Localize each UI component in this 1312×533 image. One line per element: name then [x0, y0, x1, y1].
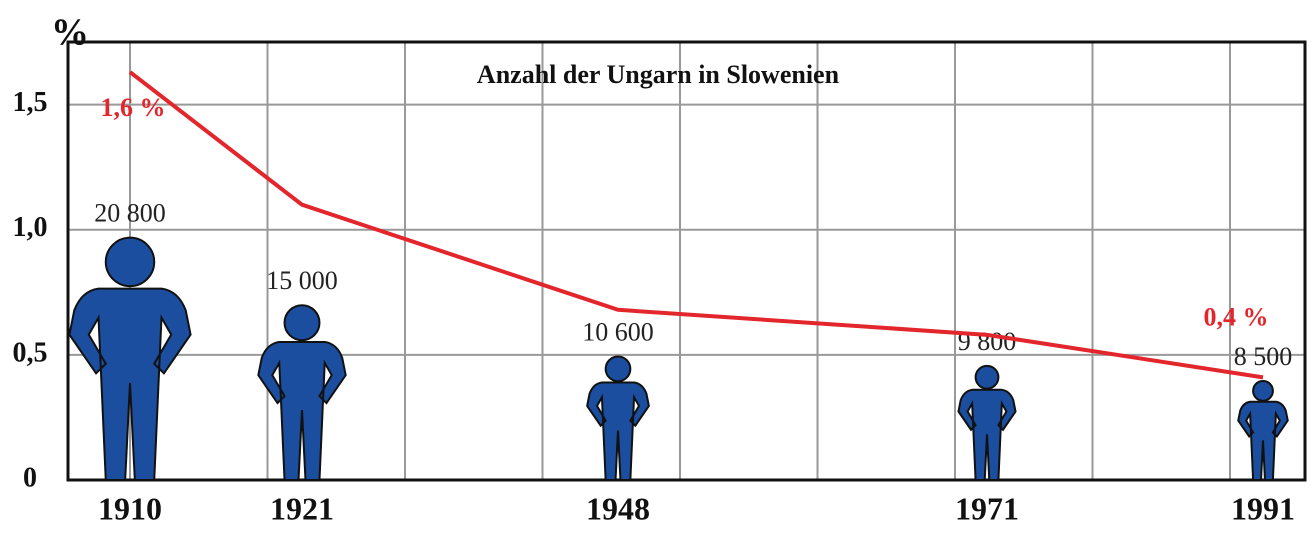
y-axis-label: % [51, 12, 89, 54]
figure-head [285, 305, 320, 340]
value-label: 20 800 [94, 199, 166, 228]
x-tick-label: 1948 [586, 490, 650, 526]
x-tick-label: 1971 [955, 490, 1019, 526]
x-tick-label: 1991 [1231, 490, 1295, 526]
figure-head [106, 238, 154, 286]
value-label: 9 800 [958, 327, 1017, 356]
line-value-label: 0,4 % [1204, 302, 1269, 331]
figure-head [976, 366, 999, 389]
chart-title: Anzahl der Ungarn in Slowenien [477, 60, 840, 89]
person-figure [958, 366, 1015, 480]
figure-body [587, 382, 649, 480]
line [128, 70, 1264, 380]
line-value-label: 1,6 % [101, 93, 166, 122]
x-tick-label: 1921 [270, 490, 334, 526]
value-label: 10 600 [582, 317, 654, 346]
person-figure [587, 357, 649, 480]
person-figure [69, 238, 190, 480]
y-tick-label: 1,5 [13, 87, 48, 118]
figure-body [1238, 402, 1288, 480]
y-tick-label: 1,0 [13, 212, 48, 243]
y-tick-label: 0,5 [13, 337, 48, 368]
y-tick-label: 0 [23, 462, 37, 493]
figure-body [258, 342, 345, 480]
person-figure [1238, 381, 1288, 480]
x-tick-label: 1910 [98, 490, 162, 526]
plot-frame [66, 40, 1307, 482]
plot-layer: 0 0,5 1,0 1,5 1910 1921 1948 1971 1991 20 800 15 0… [13, 42, 1306, 526]
figure-body [958, 390, 1015, 480]
person-figure [258, 305, 345, 480]
figure-head [1253, 381, 1273, 401]
value-label: 8 500 [1234, 342, 1293, 371]
figure-body [69, 289, 190, 480]
value-label: 15 000 [266, 266, 338, 295]
figure-head [606, 357, 631, 382]
